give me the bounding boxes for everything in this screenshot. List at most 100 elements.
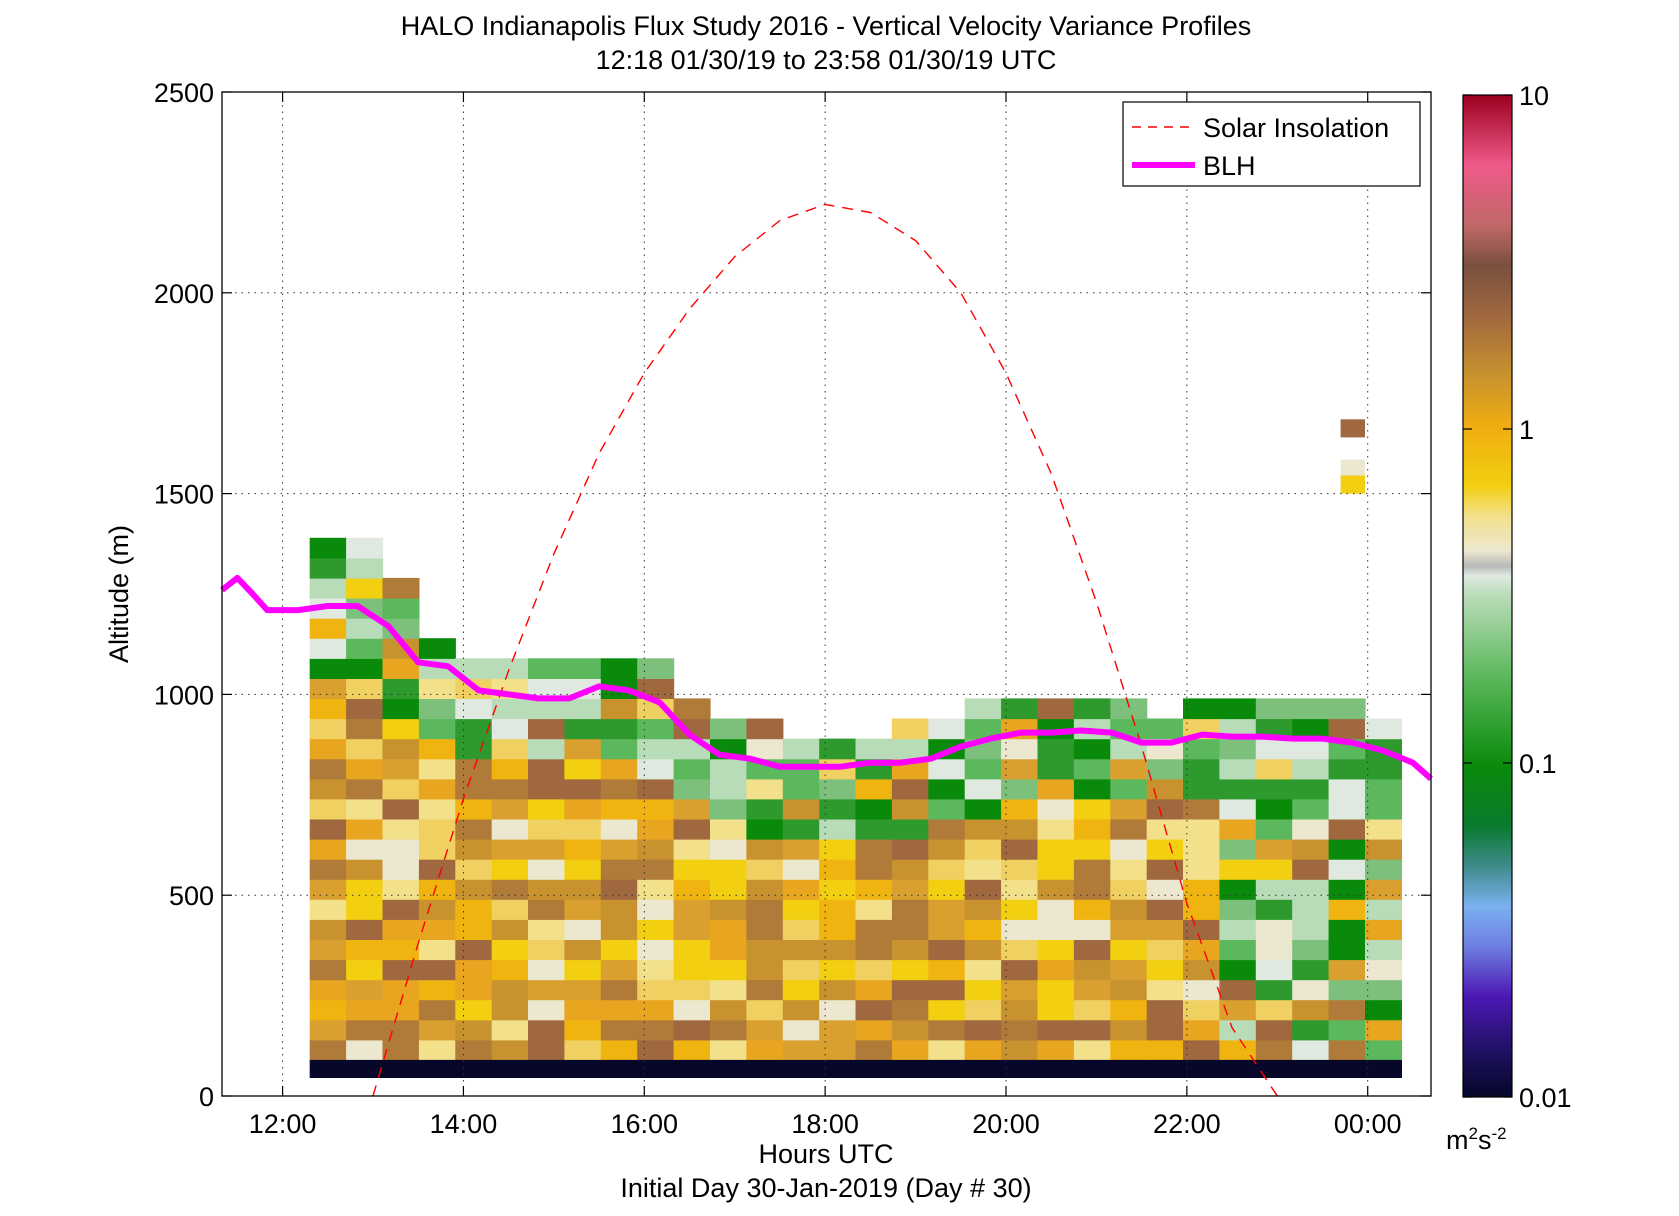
heatmap-cell xyxy=(1328,839,1366,860)
heatmap-cell xyxy=(1365,718,1402,740)
heatmap-cell xyxy=(1365,919,1402,940)
heatmap-cell xyxy=(346,859,384,880)
heatmap-cell xyxy=(1365,818,1402,840)
heatmap-cell xyxy=(855,979,893,1001)
heatmap-surface-cell xyxy=(564,1059,602,1078)
heatmap-cell xyxy=(1037,738,1075,760)
heatmap-cell xyxy=(528,1019,565,1041)
heatmap-cell xyxy=(1292,999,1330,1021)
heatmap-cell xyxy=(1365,859,1402,880)
heatmap-cell xyxy=(1255,778,1293,800)
heatmap-cell xyxy=(491,999,529,1021)
heatmap-cell xyxy=(528,899,565,920)
heatmap-cell xyxy=(1146,758,1184,780)
heatmap-cell xyxy=(1340,459,1365,478)
heatmap-cell xyxy=(1183,879,1220,900)
heatmap-cell xyxy=(528,718,565,740)
colorbar-gradient xyxy=(1462,94,1513,1098)
heatmap-cell xyxy=(1183,919,1220,940)
x-axis: 12:00 14:00 16:00 18:00 20:00 22:00 00:00 xyxy=(249,92,1401,1139)
heatmap-cell xyxy=(928,939,966,961)
heatmap-cell xyxy=(673,979,711,1001)
heatmap-cell xyxy=(1183,798,1220,820)
heatmap-cell xyxy=(1255,859,1293,880)
heatmap-cell xyxy=(855,738,893,760)
heatmap-cell xyxy=(1001,1039,1039,1061)
heatmap-cell xyxy=(564,939,602,961)
heatmap-cell xyxy=(346,557,384,579)
heatmap-cell xyxy=(309,718,347,740)
heatmap-cell xyxy=(637,1039,675,1061)
heatmap-cell xyxy=(1001,999,1039,1021)
heatmap-cell xyxy=(1255,939,1293,961)
heatmap-cell xyxy=(928,1019,966,1041)
heatmap-cell xyxy=(1001,738,1039,760)
heatmap-cell xyxy=(746,859,784,880)
heatmap-cell xyxy=(782,1019,820,1041)
heatmap-cell xyxy=(564,778,602,800)
colorbar-tick-label: 10 xyxy=(1519,81,1549,111)
heatmap-cell xyxy=(309,798,347,820)
heatmap-cell xyxy=(346,698,384,720)
heatmap-cell xyxy=(1073,1039,1111,1061)
heatmap-surface-cell xyxy=(928,1059,966,1078)
chart-title: HALO Indianapolis Flux Study 2016 - Vert… xyxy=(401,11,1251,41)
heatmap-cell xyxy=(491,658,529,679)
heatmap-cell xyxy=(1110,839,1148,860)
heatmap-cell xyxy=(637,818,675,840)
heatmap-cell xyxy=(528,859,565,880)
heatmap-cell xyxy=(1328,859,1366,880)
heatmap-cell xyxy=(1001,758,1039,780)
heatmap-cell xyxy=(418,638,456,659)
heatmap-cell xyxy=(418,939,456,961)
heatmap-cell xyxy=(455,1039,493,1061)
heatmap-cell xyxy=(710,919,747,940)
heatmap-cell xyxy=(1328,999,1366,1021)
y-axis-label: Altitude (m) xyxy=(104,525,134,663)
heatmap-cell xyxy=(1255,798,1293,820)
heatmap-cell xyxy=(1219,839,1257,860)
heatmap-cell xyxy=(1146,1039,1184,1061)
heatmap-cell xyxy=(528,879,565,900)
heatmap-cell xyxy=(637,718,675,740)
heatmap-cell xyxy=(891,778,929,800)
heatmap-cell xyxy=(600,1039,638,1061)
heatmap-cell xyxy=(746,778,784,800)
heatmap-cell xyxy=(637,999,675,1021)
heatmap-cell xyxy=(491,778,529,800)
heatmap-cell xyxy=(964,979,1002,1001)
heatmap-cell xyxy=(1328,718,1366,740)
heatmap-cell xyxy=(346,738,384,760)
heatmap-cell xyxy=(1328,778,1366,800)
heatmap-cell xyxy=(746,979,784,1001)
heatmap-cell xyxy=(1110,999,1148,1021)
heatmap-cell xyxy=(819,738,857,760)
heatmap-cell xyxy=(782,899,820,920)
heatmap-cell xyxy=(1037,1019,1075,1041)
heatmap-cell xyxy=(1292,758,1330,780)
heatmap-cell xyxy=(964,859,1002,880)
x-axis-label: Hours UTC xyxy=(758,1139,893,1169)
heatmap-cell xyxy=(1037,939,1075,961)
heatmap-cell xyxy=(964,1039,1002,1061)
heatmap-cell xyxy=(491,899,529,920)
heatmap-cell xyxy=(346,818,384,840)
heatmap-cell xyxy=(673,879,711,900)
heatmap-cell xyxy=(1037,758,1075,780)
heatmap-cell xyxy=(418,798,456,820)
heatmap-cell xyxy=(564,879,602,900)
heatmap-cell xyxy=(309,758,347,780)
heatmap-cell xyxy=(710,999,747,1021)
heatmap-cell xyxy=(309,959,347,981)
heatmap-cell xyxy=(455,879,493,900)
heatmap-cell xyxy=(309,979,347,1001)
heatmap-cell xyxy=(637,859,675,880)
heatmap-cell xyxy=(891,959,929,981)
legend-blh-label: BLH xyxy=(1203,151,1256,181)
heatmap-cell xyxy=(491,758,529,780)
heatmap-cell xyxy=(346,618,384,639)
heatmap-surface-cell xyxy=(782,1059,820,1078)
heatmap-cell xyxy=(746,999,784,1021)
heatmap-cell xyxy=(309,658,347,679)
heatmap-cell xyxy=(309,577,347,599)
